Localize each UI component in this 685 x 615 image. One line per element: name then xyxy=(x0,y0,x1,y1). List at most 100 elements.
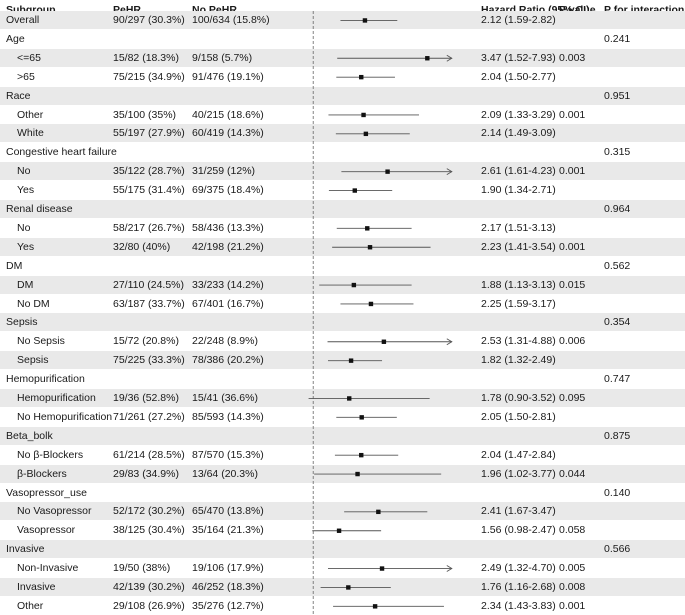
subgroup-label: No Hemopurification xyxy=(17,410,113,423)
p-interaction: 0.951 xyxy=(604,89,631,102)
pehr-count: 19/36 (52.8%) xyxy=(113,392,179,404)
subgroup-label: Invasive xyxy=(6,543,45,556)
table-row: No DM 63/187 (33.7%) 67/401 (16.7%) 2.25 (1… xyxy=(0,295,685,313)
point-estimate xyxy=(385,169,390,174)
subgroup-label: Congestive heart failure xyxy=(6,146,117,159)
group-header-row: Sepsis 0.354 xyxy=(0,313,685,332)
p-value: 0.001 xyxy=(559,599,586,612)
hazard-ratio-text: 2.05 (1.50-2.81) xyxy=(481,410,556,423)
subgroup-label: No Vasopressor xyxy=(17,505,92,518)
hazard-ratio-text: 2.25 (1.59-3.17) xyxy=(481,297,556,310)
p-value: 0.001 xyxy=(559,240,586,253)
table-row: No Sepsis 15/72 (20.8%) 22/248 (8.9%) 2.53 … xyxy=(0,332,685,350)
pehr-count: 32/80 (40%) xyxy=(113,240,171,253)
pehr-count: 55/175 (31.4%) xyxy=(113,184,185,197)
ci-arrow xyxy=(446,168,453,176)
p-interaction: 0.140 xyxy=(604,486,631,499)
pehr-count: 55/197 (27.9%) xyxy=(113,127,185,140)
subgroup-label: Invasive xyxy=(17,581,56,593)
hazard-ratio-text: 2.34 (1.43-3.83) xyxy=(481,599,556,612)
hazard-ratio-text: 1.96 (1.02-3.77) xyxy=(481,467,556,480)
no-pehr-count: 60/419 (14.3%) xyxy=(192,127,264,140)
group-header-row: Renal disease 0.964 xyxy=(0,200,685,218)
no-pehr-count: 65/470 (13.8%) xyxy=(192,505,264,518)
point-estimate xyxy=(355,471,360,477)
group-header-row: Hemopurification 0.747 xyxy=(0,370,685,388)
point-estimate xyxy=(361,112,366,118)
no-pehr-count: 58/436 (13.3%) xyxy=(192,221,264,234)
no-pehr-count: 87/570 (15.3%) xyxy=(192,448,264,461)
hazard-ratio-text: 2.53 (1.31-4.88) xyxy=(481,335,556,348)
subgroup-label: β-Blockers xyxy=(17,467,67,480)
forest-plot: 01234 xyxy=(308,11,453,615)
pehr-count: 52/172 (30.2%) xyxy=(113,505,185,518)
point-estimate xyxy=(367,245,373,250)
group-header-row: DM 0.562 xyxy=(0,257,685,275)
no-pehr-count: 67/401 (16.7%) xyxy=(192,297,264,310)
no-pehr-count: 40/215 (18.6%) xyxy=(192,108,264,121)
subgroup-label: No DM xyxy=(17,297,50,310)
subgroup-label: Other xyxy=(17,108,44,121)
p-value: 0.003 xyxy=(559,51,586,64)
table-row: β-Blockers 29/83 (34.9%) 13/64 (20.3%) 1.96… xyxy=(0,464,685,483)
forest-plot-figure: Subgroup PeHR No PeHR Hazard Ratio (95% … xyxy=(0,4,685,615)
hazard-ratio-text: 2.49 (1.32-4.70) xyxy=(481,562,556,575)
point-estimate xyxy=(376,509,381,515)
point-estimate xyxy=(348,358,354,363)
no-pehr-count: 69/375 (18.4%) xyxy=(192,184,264,197)
no-pehr-count: 85/593 (14.3%) xyxy=(192,410,264,423)
hazard-ratio-text: 2.04 (1.47-2.84) xyxy=(481,448,556,461)
table-row: >65 75/215 (34.9%) 91/476 (19.1%) 2.04 (1.5… xyxy=(0,68,685,86)
table-row: No 58/217 (26.7%) 58/436 (13.3%) 2.17 (1.51… xyxy=(0,219,685,237)
point-estimate xyxy=(363,131,369,137)
group-header-row: Congestive heart failure 0.315 xyxy=(0,143,685,161)
pehr-count: 27/110 (24.5%) xyxy=(113,278,185,291)
subgroup-label: Sepsis xyxy=(17,354,49,367)
group-header-row: Race 0.951 xyxy=(0,86,685,105)
point-estimate xyxy=(368,301,374,307)
hazard-ratio-text: 3.47 (1.52-7.93) xyxy=(481,51,556,64)
point-estimate xyxy=(359,74,364,80)
hazard-ratio-text: 1.76 (1.16-2.68) xyxy=(481,581,556,593)
subgroup-label: No xyxy=(17,221,31,234)
subgroup-label: Yes xyxy=(17,184,35,197)
p-interaction: 0.562 xyxy=(604,259,631,272)
subgroup-label: Other xyxy=(17,599,44,612)
ci-arrow xyxy=(446,338,453,346)
hazard-ratio-text: 1.88 (1.13-3.13) xyxy=(481,278,556,291)
table-row: Sepsis 75/225 (33.3%) 78/386 (20.2%) 1.82 (… xyxy=(0,351,685,370)
p-value: 0.001 xyxy=(559,108,586,121)
no-pehr-count: 33/233 (14.2%) xyxy=(192,278,264,291)
table-row: Non-Invasive 19/50 (38%) 19/106 (17.9%) 2.4… xyxy=(0,559,685,577)
hazard-ratio-text: 1.90 (1.34-2.71) xyxy=(481,184,556,197)
hazard-ratio-text: 2.04 (1.50-2.77) xyxy=(481,70,556,83)
point-estimate xyxy=(351,282,357,288)
hazard-ratio-text: 2.41 (1.67-3.47) xyxy=(481,505,556,518)
subgroup-label: Hemopurification xyxy=(6,373,85,386)
no-pehr-count: 13/64 (20.3%) xyxy=(192,467,258,480)
group-header-row: Invasive 0.566 xyxy=(0,540,685,559)
pehr-count: 15/72 (20.8%) xyxy=(113,335,179,348)
point-estimate xyxy=(362,18,368,23)
pehr-count: 63/187 (33.7%) xyxy=(113,297,185,310)
no-pehr-count: 46/252 (18.3%) xyxy=(192,581,264,593)
p-value: 0.001 xyxy=(559,165,586,178)
table-row: Other 35/100 (35%) 40/215 (18.6%) 2.09 (1.3… xyxy=(0,106,685,124)
table-row: Yes 55/175 (31.4%) 69/375 (18.4%) 1.90 (1.3… xyxy=(0,181,685,199)
table-row: DM 27/110 (24.5%) 33/233 (14.2%) 1.88 (1.13… xyxy=(0,275,685,294)
subgroup-label: Race xyxy=(6,89,31,102)
table-row: Yes 32/80 (40%) 42/198 (21.2%) 2.23 (1.41-3… xyxy=(0,237,685,256)
hazard-ratio-text: 2.12 (1.59-2.82) xyxy=(481,14,556,26)
subgroup-label: Non-Invasive xyxy=(17,562,79,575)
point-estimate xyxy=(346,585,351,590)
point-estimate xyxy=(381,339,387,344)
subgroup-label: No xyxy=(17,165,31,178)
subgroup-label: <=65 xyxy=(17,51,41,64)
subgroup-label: No Sepsis xyxy=(17,335,65,348)
table-row: White 55/197 (27.9%) 60/419 (14.3%) 2.14 (1… xyxy=(0,124,685,143)
pehr-count: 75/225 (33.3%) xyxy=(113,354,185,367)
p-value: 0.006 xyxy=(559,335,586,348)
group-header-row: Age 0.241 xyxy=(0,30,685,48)
p-value: 0.044 xyxy=(559,467,586,480)
pehr-count: 19/50 (38%) xyxy=(113,562,171,575)
